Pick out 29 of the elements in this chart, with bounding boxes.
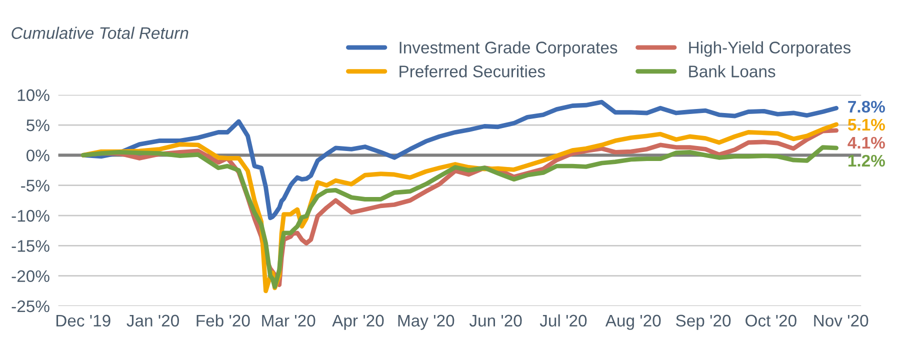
- x-tick-label: Oct '20: [746, 314, 796, 327]
- y-tick-label: 10%: [18, 89, 50, 102]
- x-tick-label: Aug '20: [605, 314, 661, 330]
- x-tick-label: Apr '20: [332, 314, 384, 330]
- x-tick-label: Dec '19: [56, 314, 110, 327]
- y-tick-label: -25%: [12, 300, 50, 312]
- y-tick-label: -15%: [12, 240, 50, 252]
- data-label: 7.8%: [848, 100, 885, 113]
- chart-title: Cumulative Total Return: [12, 26, 188, 39]
- legend-label: High-Yield Corporates: [689, 41, 851, 57]
- y-tick-label: 0%: [26, 150, 50, 162]
- data-label: 1.2%: [848, 154, 885, 167]
- x-tick-label: Feb '20: [196, 314, 250, 327]
- legend-label: Investment Grade Corporates: [400, 41, 618, 57]
- x-tick-label: Jan '20: [126, 314, 179, 327]
- x-tick-label: Jul '20: [540, 314, 587, 327]
- legend-label: Bank Loans: [689, 65, 776, 78]
- x-tick-label: Sep '20: [676, 314, 731, 330]
- y-tick-label: -20%: [12, 270, 50, 282]
- x-tick-label: Nov '20: [814, 314, 868, 327]
- y-tick-label: -5%: [21, 180, 50, 192]
- x-tick-label: Mar '20: [262, 314, 316, 327]
- data-label: 5.1%: [848, 118, 885, 131]
- legend-label: Preferred Securities: [400, 65, 545, 78]
- y-tick-label: 5%: [26, 120, 50, 132]
- y-tick-label: -10%: [12, 210, 50, 222]
- x-tick-label: May '20: [398, 314, 454, 330]
- x-tick-label: Jun '20: [469, 314, 522, 327]
- data-label: 4.1%: [848, 136, 885, 149]
